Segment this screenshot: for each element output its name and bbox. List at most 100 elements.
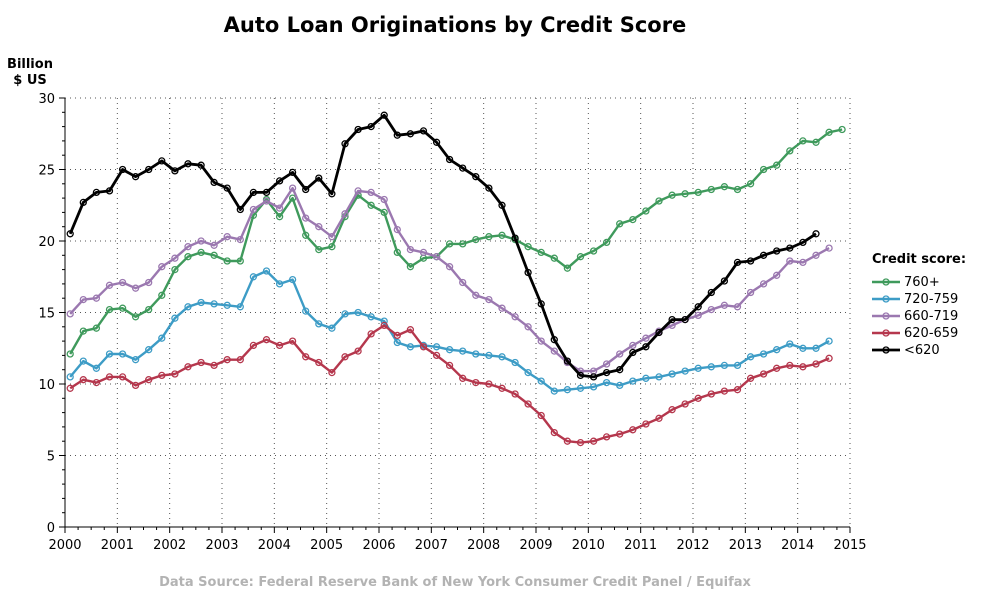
data-point xyxy=(812,251,820,259)
data-point xyxy=(642,343,650,351)
data-point xyxy=(589,437,598,445)
data-point xyxy=(105,350,114,358)
x-tick-label-2007: 2007 xyxy=(415,538,448,553)
x-tick-label-2011: 2011 xyxy=(624,538,657,553)
legend-marker-3 xyxy=(882,312,890,320)
data-point xyxy=(288,275,297,284)
data-point xyxy=(302,231,310,239)
data-point xyxy=(773,346,781,354)
data-point xyxy=(681,367,689,375)
data-point xyxy=(668,191,676,199)
data-point xyxy=(302,214,310,222)
data-point xyxy=(629,215,637,224)
data-point xyxy=(131,313,140,321)
data-point xyxy=(92,188,101,197)
data-point xyxy=(419,343,428,351)
data-point xyxy=(445,240,454,248)
data-point xyxy=(145,376,153,384)
data-point xyxy=(629,341,637,350)
data-point xyxy=(681,400,689,408)
data-point xyxy=(131,381,140,390)
data-point xyxy=(812,344,820,352)
x-tick-label-2002: 2002 xyxy=(153,538,186,553)
data-point xyxy=(131,356,140,364)
data-point xyxy=(642,207,650,215)
data-point xyxy=(602,368,611,377)
data-point xyxy=(707,305,715,314)
legend-title: Credit score: xyxy=(872,252,966,267)
data-point xyxy=(197,161,205,169)
data-point xyxy=(432,343,441,351)
data-point xyxy=(341,140,349,148)
series-line-2 xyxy=(69,269,830,393)
x-tick-label-2001: 2001 xyxy=(101,538,134,553)
data-point xyxy=(92,364,101,372)
data-point xyxy=(79,376,87,384)
data-point xyxy=(197,298,205,307)
data-point xyxy=(759,370,768,378)
x-tick-label-2000: 2000 xyxy=(48,538,81,553)
data-point xyxy=(288,337,297,345)
data-point xyxy=(406,263,415,271)
data-point xyxy=(262,197,271,205)
data-point xyxy=(537,248,545,257)
data-point xyxy=(563,437,572,445)
data-point xyxy=(602,433,611,441)
data-point xyxy=(249,188,258,197)
data-point xyxy=(602,360,611,368)
data-point xyxy=(145,346,153,354)
x-tick-label-2014: 2014 xyxy=(781,538,814,553)
data-point xyxy=(419,248,428,257)
data-point xyxy=(236,235,244,244)
data-point xyxy=(773,247,781,255)
data-point xyxy=(733,361,742,370)
data-point xyxy=(315,358,323,367)
data-point xyxy=(197,248,205,257)
chart-title: Auto Loan Originations by Credit Score xyxy=(224,13,687,37)
data-point xyxy=(79,357,87,365)
data-point xyxy=(380,208,388,217)
data-point xyxy=(406,245,415,254)
data-point xyxy=(210,300,218,308)
data-point xyxy=(668,406,676,414)
data-point xyxy=(694,303,702,311)
data-point xyxy=(498,353,506,361)
data-point xyxy=(838,125,846,134)
data-point xyxy=(367,122,375,131)
x-tick-label-2013: 2013 xyxy=(729,538,762,553)
data-point xyxy=(275,341,284,350)
data-point xyxy=(92,324,101,332)
data-point xyxy=(210,178,218,187)
x-tick-label-2010: 2010 xyxy=(572,538,605,553)
data-point xyxy=(472,378,480,387)
legend-label-5: <620 xyxy=(904,343,940,358)
data-point xyxy=(367,188,375,197)
data-point xyxy=(459,347,467,355)
data-point xyxy=(576,384,585,392)
data-point xyxy=(472,173,480,181)
data-point xyxy=(799,344,807,352)
data-point xyxy=(616,220,624,228)
data-point xyxy=(812,230,820,238)
x-axis-ticks: 2000 2001 2002 2003 2004 2005 2006 2007 2008 2009… xyxy=(48,527,867,553)
data-point xyxy=(367,313,375,321)
x-tick-label-2003: 2003 xyxy=(205,538,238,553)
data-point xyxy=(262,188,271,197)
x-tick-label-2009: 2009 xyxy=(519,538,552,553)
data-point xyxy=(315,174,323,182)
data-point xyxy=(759,165,768,174)
data-point xyxy=(786,340,794,348)
data-point xyxy=(759,251,768,259)
data-point xyxy=(825,354,833,362)
legend-label-3: 660-719 xyxy=(904,309,958,324)
data-point xyxy=(550,336,558,344)
data-point xyxy=(602,378,611,387)
data-point xyxy=(563,386,572,394)
data-point xyxy=(485,351,493,360)
data-point xyxy=(707,390,715,398)
y-axis-label-line-2: $ US xyxy=(13,73,47,88)
x-tick-label-2006: 2006 xyxy=(362,538,395,553)
data-point xyxy=(223,184,231,192)
data-point xyxy=(66,373,74,381)
